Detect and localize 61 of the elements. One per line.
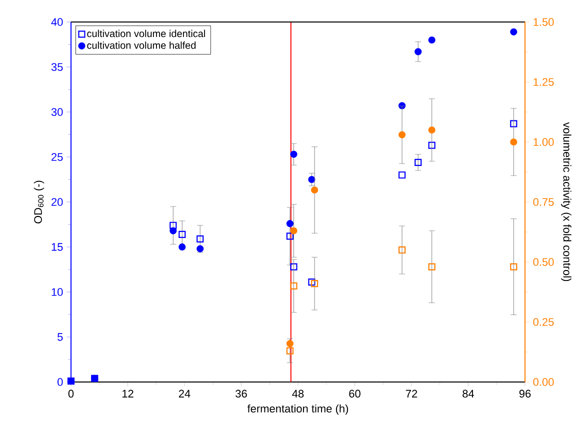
point xyxy=(428,142,436,149)
x-tick-label: 96 xyxy=(519,390,531,398)
y-tick-label: 5 xyxy=(58,333,63,341)
point xyxy=(510,120,518,128)
point xyxy=(286,347,294,354)
point xyxy=(428,36,436,44)
x-tick-label: 12 xyxy=(122,390,134,398)
y2-tick-label: 1.50 xyxy=(534,18,554,26)
y-tick-label: 0 xyxy=(58,378,63,386)
point xyxy=(178,243,186,251)
point xyxy=(170,227,177,234)
point xyxy=(510,263,518,270)
point xyxy=(414,48,422,56)
point xyxy=(290,263,298,270)
point xyxy=(286,340,294,348)
point xyxy=(196,235,204,242)
x-tick-label: 72 xyxy=(406,390,418,398)
x-tick-label: 84 xyxy=(462,390,474,398)
point xyxy=(290,282,298,290)
point xyxy=(311,280,318,288)
y2-tick-label: 0.00 xyxy=(533,378,554,386)
legend-label: cultivation volume identical xyxy=(87,30,205,38)
x-tick-label: 36 xyxy=(236,390,247,398)
y-tick-label: 15 xyxy=(52,243,63,251)
y2-axis-title: volumetric activity (x fold control) xyxy=(561,122,572,282)
x-tick-label: 24 xyxy=(178,390,190,398)
y-tick-label: 20 xyxy=(52,198,63,206)
y-tick-label: 35 xyxy=(51,63,63,71)
point xyxy=(286,232,294,240)
point xyxy=(510,28,518,36)
point xyxy=(286,220,294,228)
legend-label: cultivation volume halfed xyxy=(87,42,196,49)
y-tick-label: 30 xyxy=(51,108,63,116)
point xyxy=(398,246,406,254)
x-axis-title: fermentation time (h) xyxy=(247,404,348,415)
point xyxy=(428,263,436,270)
point xyxy=(196,245,204,252)
y-axis-title: OD$_{600}$ (-) xyxy=(34,180,44,224)
point xyxy=(398,131,406,138)
x-tick-label: 48 xyxy=(292,390,304,398)
y-tick-label: 40 xyxy=(51,18,63,26)
x-tick-label: 60 xyxy=(349,390,360,398)
y2-tick-label: 0.50 xyxy=(533,258,554,266)
x-tick-label: 0 xyxy=(68,390,74,398)
y2-tick-label: 1.00 xyxy=(534,138,554,146)
point xyxy=(311,186,318,194)
point xyxy=(170,222,177,229)
point xyxy=(290,227,298,234)
y2-tick-label: 0.25 xyxy=(533,318,554,326)
point xyxy=(308,278,316,286)
y-tick-label: 10 xyxy=(52,288,63,296)
y2-tick-label: 1.25 xyxy=(534,78,554,86)
point xyxy=(398,171,406,179)
point xyxy=(414,158,422,166)
point xyxy=(178,230,186,238)
point xyxy=(510,138,518,146)
point xyxy=(428,126,436,134)
y-tick-label: 25 xyxy=(52,153,63,161)
point xyxy=(290,150,298,158)
point xyxy=(308,176,316,184)
y2-tick-label: 0.75 xyxy=(533,198,554,206)
